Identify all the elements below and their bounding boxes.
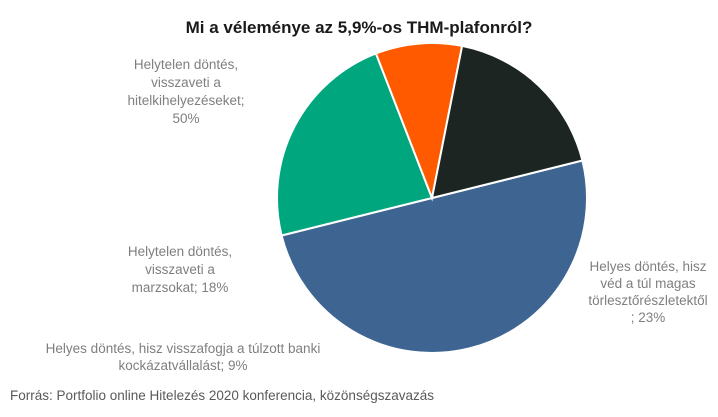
slice-label: Helytelen döntés, visszaveti a hitelkihely…: [127, 57, 244, 126]
slice-label-line: marzsokat; 18%: [132, 280, 229, 295]
slice-label-line: véd a túl magas: [600, 276, 696, 291]
slice-label-line: törlesztőrészletektől: [588, 293, 707, 308]
slice-label-line: visszaveti a: [145, 262, 215, 277]
slice-label-line: Helytelen döntés,: [128, 244, 232, 259]
slice-label: Helytelen döntés, visszaveti a marzsokat; …: [128, 244, 232, 295]
slice-label-line: Helyes döntés, hisz: [589, 259, 706, 274]
pie-slice: [374, 42, 464, 202]
slice-label-line: visszaveti a: [151, 75, 221, 90]
slice-label-line: 50%: [172, 111, 199, 126]
slice-label-line: Helytelen döntés,: [134, 57, 238, 72]
source-note: Forrás: Portfolio online Hitelezés 2020 …: [10, 388, 434, 403]
chart-title: Mi a véleménye az 5,9%-os THM-plafonról?: [185, 18, 533, 37]
pie-slice: [280, 159, 588, 354]
slice-label: Helyes döntés, hisz visszafogja a túlzot…: [46, 341, 321, 373]
slice-label-line: ; 23%: [631, 310, 666, 325]
slice-label: Helyes döntés, hisz véd a túl magas törles…: [588, 259, 707, 325]
pie-slice: [430, 44, 584, 200]
slice-label-line: kockázatvállalást; 9%: [118, 358, 247, 373]
slice-label-line: Helyes döntés, hisz visszafogja a túlzot…: [46, 341, 321, 356]
slice-label-line: hitelkihelyezéseket;: [127, 93, 244, 108]
